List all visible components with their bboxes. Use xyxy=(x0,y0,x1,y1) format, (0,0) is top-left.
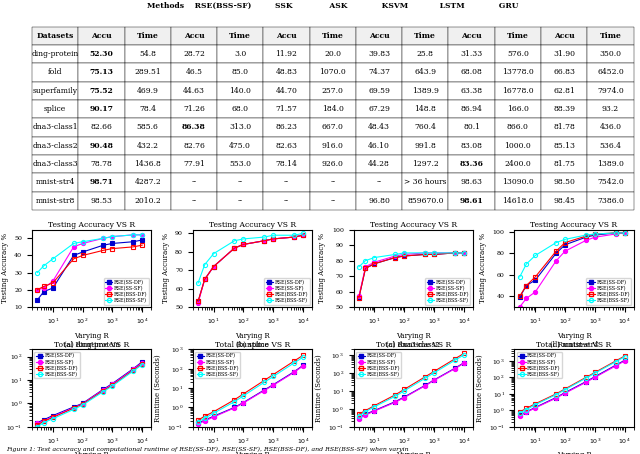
Y-axis label: Runtime (Seconds): Runtime (Seconds) xyxy=(476,354,483,422)
Y-axis label: Testing Accuracy %: Testing Accuracy % xyxy=(1,233,8,303)
Legend: RSE(SS-DF), RSE(SS-SF), RSE(BSS-DF), RSE(BSS-SF): RSE(SS-DF), RSE(SS-SF), RSE(BSS-DF), RSE… xyxy=(517,352,562,378)
X-axis label: Varying R
(b) splice: Varying R (b) splice xyxy=(235,331,270,349)
Legend: RSE(SS-DF), RSE(SS-SF), RSE(BSS-DF), RSE(BSS-SF): RSE(SS-DF), RSE(SS-SF), RSE(BSS-DF), RSE… xyxy=(425,278,470,305)
X-axis label: Varying R
(d) mnist-str4: Varying R (d) mnist-str4 xyxy=(550,331,598,349)
Y-axis label: Testing Accuracy %: Testing Accuracy % xyxy=(479,233,487,303)
Legend: RSE(SS-DF), RSE(SS-SF), RSE(BSS-DF), RSE(BSS-SF): RSE(SS-DF), RSE(SS-SF), RSE(BSS-DF), RSE… xyxy=(195,352,241,378)
Title: Testing Accuracy VS R: Testing Accuracy VS R xyxy=(531,221,618,229)
X-axis label: Varying R
(f) splice: Varying R (f) splice xyxy=(235,451,270,454)
Legend: RSE(SS-DF), RSE(SS-SF), RSE(BSS-DF), RSE(BSS-SF): RSE(SS-DF), RSE(SS-SF), RSE(BSS-DF), RSE… xyxy=(586,278,631,305)
Y-axis label: Runtime (Seconds): Runtime (Seconds) xyxy=(0,354,1,422)
Text: Methods    RSE(BSS-SF)         SSK              ASK             KSVM            : Methods RSE(BSS-SF) SSK ASK KSVM xyxy=(147,1,518,10)
Legend: RSE(SS-DF), RSE(SS-SF), RSE(BSS-DF), RSE(BSS-SF): RSE(SS-DF), RSE(SS-SF), RSE(BSS-DF), RSE… xyxy=(356,352,401,378)
Legend: RSE(SS-DF), RSE(SS-SF), RSE(BSS-DF), RSE(BSS-SF): RSE(SS-DF), RSE(SS-SF), RSE(BSS-DF), RSE… xyxy=(35,352,79,378)
Y-axis label: Testing Accuracy %: Testing Accuracy % xyxy=(318,233,326,303)
Title: Total Runtime VS R: Total Runtime VS R xyxy=(376,340,451,349)
Title: Testing Accuracy VS R: Testing Accuracy VS R xyxy=(370,221,457,229)
Y-axis label: Testing Accuracy %: Testing Accuracy % xyxy=(161,233,170,303)
Text: Figure 1: Test accuracy and computational runtime of RSE(SS-DF), RSE(SS-SF), RSE: Figure 1: Test accuracy and computationa… xyxy=(6,446,409,452)
Y-axis label: Runtime (Seconds): Runtime (Seconds) xyxy=(314,354,323,422)
Legend: RSE(SS-DF), RSE(SS-SF), RSE(BSS-DF), RSE(BSS-SF): RSE(SS-DF), RSE(SS-SF), RSE(BSS-DF), RSE… xyxy=(104,278,148,305)
X-axis label: Varying R
(e) ding-protein: Varying R (e) ding-protein xyxy=(64,451,120,454)
Title: Total Runtime VS R: Total Runtime VS R xyxy=(54,340,129,349)
Title: Testing Accuracy VS R: Testing Accuracy VS R xyxy=(48,221,135,229)
X-axis label: Varying R
(h) mnist-str4: Varying R (h) mnist-str4 xyxy=(550,451,598,454)
Title: Total Runtime VS R: Total Runtime VS R xyxy=(215,340,290,349)
Y-axis label: Runtime (Seconds): Runtime (Seconds) xyxy=(154,354,162,422)
Title: Total Runtime VS R: Total Runtime VS R xyxy=(536,340,612,349)
X-axis label: Varying R
(c) dna3-class2: Varying R (c) dna3-class2 xyxy=(387,331,440,349)
X-axis label: Varying R
(g) dna3-class2: Varying R (g) dna3-class2 xyxy=(386,451,440,454)
X-axis label: Varying R
(a) ding-protein: Varying R (a) ding-protein xyxy=(63,331,120,349)
Legend: RSE(SS-DF), RSE(SS-SF), RSE(BSS-DF), RSE(BSS-SF): RSE(SS-DF), RSE(SS-SF), RSE(BSS-DF), RSE… xyxy=(264,278,310,305)
Title: Testing Accuracy VS R: Testing Accuracy VS R xyxy=(209,221,296,229)
